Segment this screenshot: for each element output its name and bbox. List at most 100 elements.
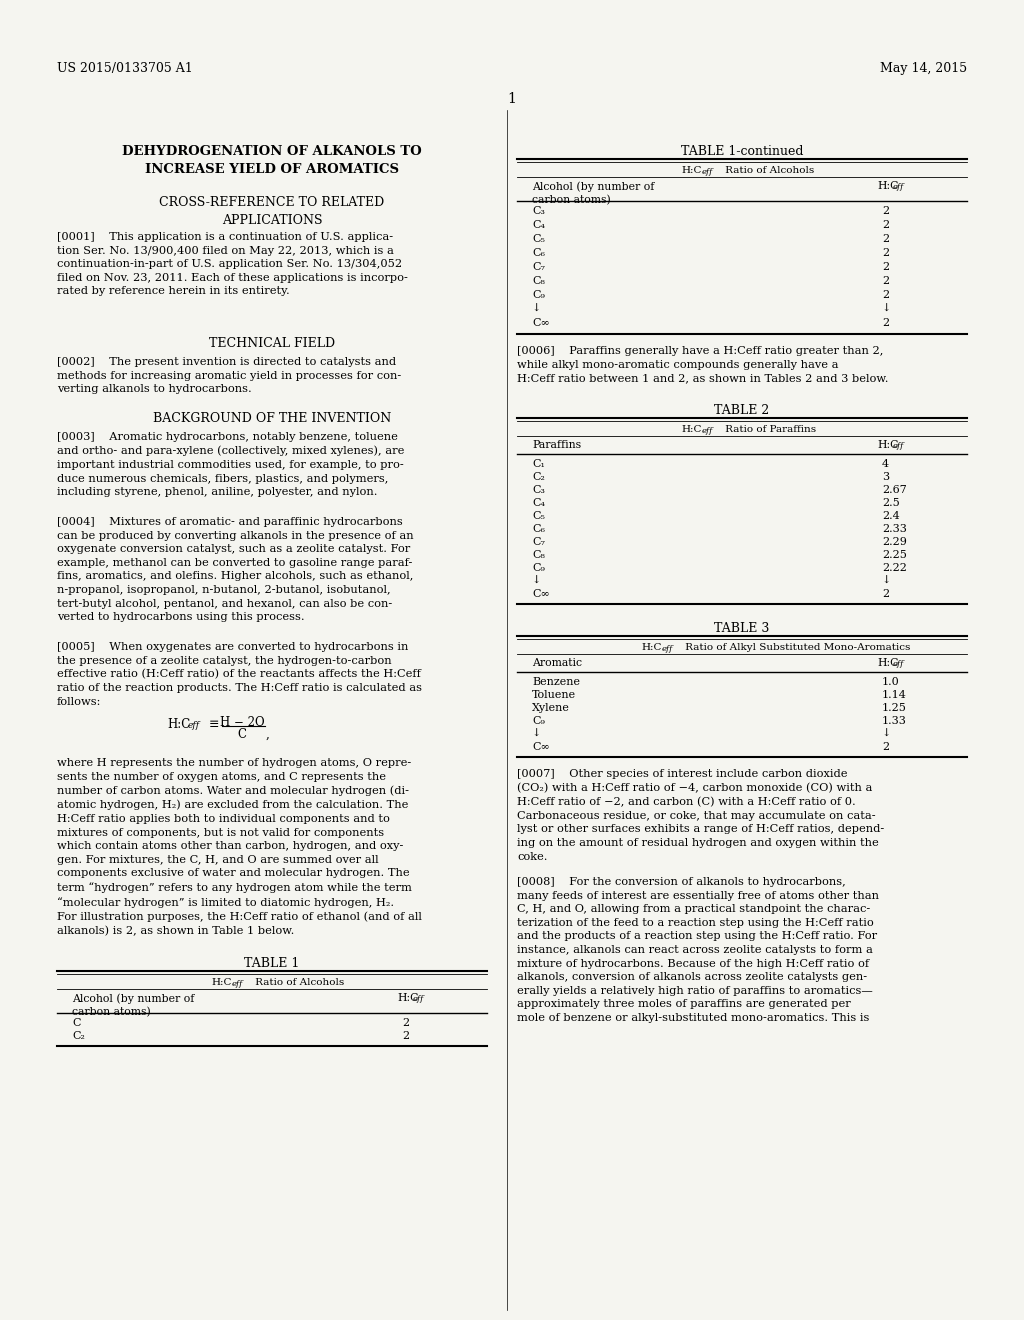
Text: 2.67: 2.67 (882, 484, 906, 495)
Text: TABLE 1-continued: TABLE 1-continued (681, 145, 803, 158)
Text: 1.0: 1.0 (882, 677, 900, 686)
Text: 4: 4 (882, 459, 889, 469)
Text: C₉: C₉ (532, 290, 545, 300)
Text: H:C: H:C (682, 425, 702, 434)
Text: ↓: ↓ (532, 576, 542, 586)
Text: 2.25: 2.25 (882, 550, 907, 560)
Text: 2: 2 (882, 742, 889, 752)
Text: eff: eff (893, 183, 904, 191)
Text: [0008]    For the conversion of alkanols to hydrocarbons,
many feeds of interest: [0008] For the conversion of alkanols to… (517, 876, 879, 1023)
Text: 2.29: 2.29 (882, 537, 907, 546)
Text: Ratio of Alcohols: Ratio of Alcohols (722, 166, 814, 176)
Text: [0002]    The present invention is directed to catalysts and
methods for increas: [0002] The present invention is directed… (57, 356, 401, 395)
Text: C₃: C₃ (532, 484, 545, 495)
Text: eff: eff (232, 979, 244, 987)
Text: 1.33: 1.33 (882, 715, 907, 726)
Text: eff: eff (188, 721, 200, 730)
Text: eff: eff (662, 645, 673, 653)
Text: 2: 2 (402, 1031, 410, 1041)
Text: C₇: C₇ (532, 261, 545, 272)
Text: 2: 2 (402, 1018, 410, 1028)
Text: C₅: C₅ (532, 511, 545, 521)
Text: [0005]    When oxygenates are converted to hydrocarbons in
the presence of a zeo: [0005] When oxygenates are converted to … (57, 642, 422, 706)
Text: C: C (72, 1018, 81, 1028)
Text: ↓: ↓ (532, 729, 542, 739)
Text: H:C: H:C (682, 166, 702, 176)
Text: eff: eff (413, 995, 424, 1003)
Text: Ratio of Alkyl Substituted Mono-Aromatics: Ratio of Alkyl Substituted Mono-Aromatic… (682, 643, 910, 652)
Text: Xylene: Xylene (532, 704, 570, 713)
Text: Ratio of Paraffins: Ratio of Paraffins (722, 425, 816, 434)
Text: C₉: C₉ (532, 564, 545, 573)
Text: TABLE 2: TABLE 2 (715, 404, 770, 417)
Text: 2.5: 2.5 (882, 498, 900, 508)
Text: H:C: H:C (641, 643, 662, 652)
Text: H:C: H:C (877, 181, 898, 191)
Text: TABLE 1: TABLE 1 (245, 957, 300, 970)
Text: 1: 1 (508, 92, 516, 106)
Text: 2: 2 (882, 589, 889, 599)
Text: May 14, 2015: May 14, 2015 (880, 62, 967, 75)
Text: 2.22: 2.22 (882, 564, 907, 573)
Text: [0001]    This application is a continuation of U.S. applica-
tion Ser. No. 13/9: [0001] This application is a continuatio… (57, 232, 408, 297)
Text: H − 2O: H − 2O (220, 715, 264, 729)
Text: ↓: ↓ (882, 576, 891, 586)
Text: 1.25: 1.25 (882, 704, 907, 713)
Text: C₄: C₄ (532, 220, 545, 230)
Text: Aromatic: Aromatic (532, 657, 582, 668)
Text: ↓: ↓ (882, 304, 891, 314)
Text: [0003]    Aromatic hydrocarbons, notably benzene, toluene
and ortho- and para-xy: [0003] Aromatic hydrocarbons, notably be… (57, 432, 404, 498)
Text: 2: 2 (882, 206, 889, 216)
Text: [0007]    Other species of interest include carbon dioxide
(CO₂) with a H:Ceff r: [0007] Other species of interest include… (517, 770, 885, 862)
Text: C₈: C₈ (532, 276, 545, 286)
Text: C∞: C∞ (532, 742, 550, 752)
Text: Benzene: Benzene (532, 677, 580, 686)
Text: 1.14: 1.14 (882, 690, 907, 700)
Text: C₂: C₂ (532, 473, 545, 482)
Text: Alcohol (by number of
carbon atoms): Alcohol (by number of carbon atoms) (532, 181, 654, 205)
Text: eff: eff (702, 426, 714, 436)
Text: 2: 2 (882, 290, 889, 300)
Text: C₄: C₄ (532, 498, 545, 508)
Text: 2: 2 (882, 318, 889, 327)
Text: ,: , (266, 729, 269, 741)
Text: 2.33: 2.33 (882, 524, 907, 535)
Text: C₈: C₈ (532, 550, 545, 560)
Text: ↓: ↓ (532, 304, 542, 314)
Text: Alcohol (by number of
carbon atoms): Alcohol (by number of carbon atoms) (72, 993, 195, 1016)
Text: DEHYDROGENATION OF ALKANOLS TO
INCREASE YIELD OF AROMATICS: DEHYDROGENATION OF ALKANOLS TO INCREASE … (122, 145, 422, 176)
Text: C₃: C₃ (532, 206, 545, 216)
Text: H:C: H:C (397, 993, 419, 1003)
Text: C₁: C₁ (532, 459, 545, 469)
Text: eff: eff (702, 168, 714, 176)
Text: C₇: C₇ (532, 537, 545, 546)
Text: C₂: C₂ (72, 1031, 85, 1041)
Text: CROSS-REFERENCE TO RELATED
APPLICATIONS: CROSS-REFERENCE TO RELATED APPLICATIONS (160, 195, 385, 227)
Text: 2: 2 (882, 248, 889, 257)
Text: where H represents the number of hydrogen atoms, O repre-
sents the number of ox: where H represents the number of hydroge… (57, 758, 422, 936)
Text: TABLE 3: TABLE 3 (715, 622, 770, 635)
Text: C₅: C₅ (532, 234, 545, 244)
Text: eff: eff (893, 660, 904, 668)
Text: C: C (238, 729, 247, 741)
Text: H:C: H:C (877, 657, 898, 668)
Text: C∞: C∞ (532, 589, 550, 599)
Text: ≡: ≡ (205, 718, 223, 731)
Text: Ratio of Alcohols: Ratio of Alcohols (252, 978, 344, 987)
Text: BACKGROUND OF THE INVENTION: BACKGROUND OF THE INVENTION (153, 412, 391, 425)
Text: H:C: H:C (212, 978, 232, 987)
Text: H:C: H:C (167, 718, 190, 731)
Text: C₆: C₆ (532, 248, 545, 257)
Text: 2: 2 (882, 220, 889, 230)
Text: C₆: C₆ (532, 524, 545, 535)
Text: 3: 3 (882, 473, 889, 482)
Text: C∞: C∞ (532, 318, 550, 327)
Text: [0006]    Paraffins generally have a H:Ceff ratio greater than 2,
while alkyl mo: [0006] Paraffins generally have a H:Ceff… (517, 346, 889, 383)
Text: Toluene: Toluene (532, 690, 577, 700)
Text: TECHNICAL FIELD: TECHNICAL FIELD (209, 337, 335, 350)
Text: Paraffins: Paraffins (532, 440, 582, 450)
Text: eff: eff (893, 442, 904, 450)
Text: 2: 2 (882, 261, 889, 272)
Text: [0004]    Mixtures of aromatic- and paraffinic hydrocarbons
can be produced by c: [0004] Mixtures of aromatic- and paraffi… (57, 517, 414, 622)
Text: US 2015/0133705 A1: US 2015/0133705 A1 (57, 62, 193, 75)
